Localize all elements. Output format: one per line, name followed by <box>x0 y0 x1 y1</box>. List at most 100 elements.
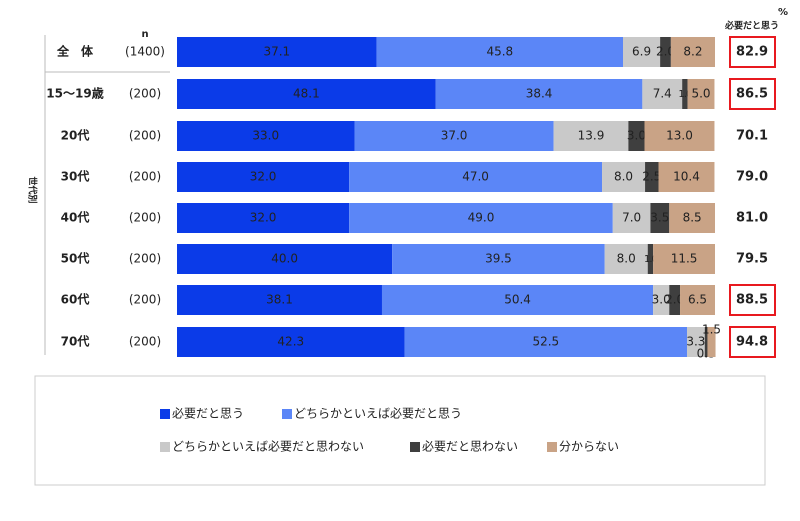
row-label: 30代 <box>61 169 90 184</box>
row-label: 20代 <box>61 128 90 143</box>
row-label: 15～19歳 <box>46 86 103 101</box>
bar-segment <box>177 37 377 67</box>
bar-segment <box>435 79 643 109</box>
totals-header: 必要だと思う <box>724 20 779 32</box>
bar-segment <box>602 162 646 192</box>
value-label: 10.4 <box>673 170 700 184</box>
bar-segment <box>604 244 648 274</box>
bar-segment <box>670 37 715 67</box>
total-label: 88.5 <box>736 293 768 308</box>
bar-segment <box>645 162 659 192</box>
value-label: 1.0 <box>644 254 658 265</box>
bar-segment <box>680 285 715 315</box>
value-label: 38.4 <box>526 87 553 101</box>
value-label: 7.4 <box>653 87 672 101</box>
legend-swatch <box>410 442 420 452</box>
total-label: 86.5 <box>736 87 768 102</box>
value-label: 11.5 <box>671 252 698 266</box>
value-label: 13.9 <box>578 129 605 143</box>
bar-segment <box>707 327 716 357</box>
highlight-box <box>729 284 776 316</box>
row-label: 70代 <box>61 334 90 349</box>
value-label: 3.3 <box>686 335 705 349</box>
value-label: 48.1 <box>293 87 320 101</box>
bar-segment <box>376 37 624 67</box>
bar-segment <box>177 285 382 315</box>
value-label: 32.0 <box>250 211 277 225</box>
value-label: 1.0 <box>678 89 692 100</box>
bar-segment <box>704 327 708 357</box>
bar-segment <box>177 162 350 192</box>
legend-swatch <box>160 409 170 419</box>
highlight-box <box>729 36 776 68</box>
bar-segment <box>349 203 613 233</box>
value-label: 8.0 <box>617 252 636 266</box>
legend-swatch <box>547 442 557 452</box>
value-label: 2.5 <box>642 170 661 184</box>
n-label: (200) <box>129 129 161 143</box>
n-label: (200) <box>129 335 161 349</box>
group-label: 世代別 <box>27 176 39 203</box>
value-label: 49.0 <box>468 211 495 225</box>
bar-segment <box>642 79 683 109</box>
legend-label: どちらかといえば必要だと思わない <box>172 440 364 454</box>
legend-label: 必要だと思わない <box>422 440 518 454</box>
bar-segment <box>658 162 715 192</box>
n-label: (200) <box>129 170 161 184</box>
value-label: 8.2 <box>683 45 702 59</box>
value-label: 50.4 <box>504 293 531 307</box>
value-label: 6.5 <box>688 293 707 307</box>
bar-segment <box>177 203 350 233</box>
legend-swatch <box>282 409 292 419</box>
value-label: 40.0 <box>271 252 298 266</box>
value-label: 3.0 <box>627 129 646 143</box>
bar-segment <box>404 327 688 357</box>
value-label: 2.0 <box>656 45 675 59</box>
legend-label: 必要だと思う <box>172 407 244 421</box>
bar-segment <box>177 327 405 357</box>
row-label: 50代 <box>61 251 90 266</box>
n-label: (200) <box>129 211 161 225</box>
bar-segment <box>354 121 554 151</box>
legend-swatch <box>160 442 170 452</box>
bar-segment <box>177 79 436 109</box>
bar-segment <box>553 121 629 151</box>
n-header: n <box>141 29 148 40</box>
value-label: 33.0 <box>252 129 279 143</box>
highlight-box <box>729 326 776 358</box>
value-label: 52.5 <box>532 335 559 349</box>
bar-segment <box>392 244 605 274</box>
bar-segment <box>628 121 645 151</box>
bar-segment <box>682 79 688 109</box>
total-label: 82.9 <box>736 45 768 60</box>
value-label: 37.1 <box>263 45 290 59</box>
value-label: 1.5 <box>702 323 721 337</box>
legend-box <box>34 375 766 486</box>
bar-segment <box>669 285 681 315</box>
value-label: 7.0 <box>622 211 641 225</box>
n-label: (1400) <box>125 45 165 59</box>
legend-label: 分からない <box>559 440 619 454</box>
total-label: 79.0 <box>736 170 768 185</box>
bar-segment <box>687 327 705 357</box>
bar-segment <box>660 37 671 67</box>
bar-segment <box>647 244 654 274</box>
row-label: 60代 <box>61 292 90 307</box>
bar-segment <box>349 162 603 192</box>
bar-segment <box>623 37 661 67</box>
total-label: 79.5 <box>736 252 768 267</box>
total-label: 70.1 <box>736 129 768 144</box>
bar-segment <box>177 121 355 151</box>
bar-segment <box>653 244 715 274</box>
n-label: (200) <box>129 293 161 307</box>
value-label: 32.0 <box>250 170 277 184</box>
value-label: 2.0 <box>665 293 684 307</box>
legend-label: どちらかといえば必要だと思う <box>294 407 462 421</box>
value-label: 38.1 <box>266 293 293 307</box>
bar-segment <box>177 244 393 274</box>
value-label: 6.9 <box>632 45 651 59</box>
row-label: 40代 <box>61 210 90 225</box>
value-label: 8.0 <box>614 170 633 184</box>
bar-segment <box>669 203 715 233</box>
bar-segment <box>381 285 654 315</box>
